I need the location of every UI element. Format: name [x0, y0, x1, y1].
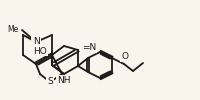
Text: S: S	[47, 78, 53, 86]
Text: NH: NH	[57, 76, 71, 85]
Text: HO: HO	[33, 46, 47, 56]
Text: O: O	[122, 52, 128, 61]
Text: =N: =N	[82, 44, 96, 52]
Text: N: N	[33, 38, 39, 46]
Text: Me: Me	[8, 24, 19, 34]
